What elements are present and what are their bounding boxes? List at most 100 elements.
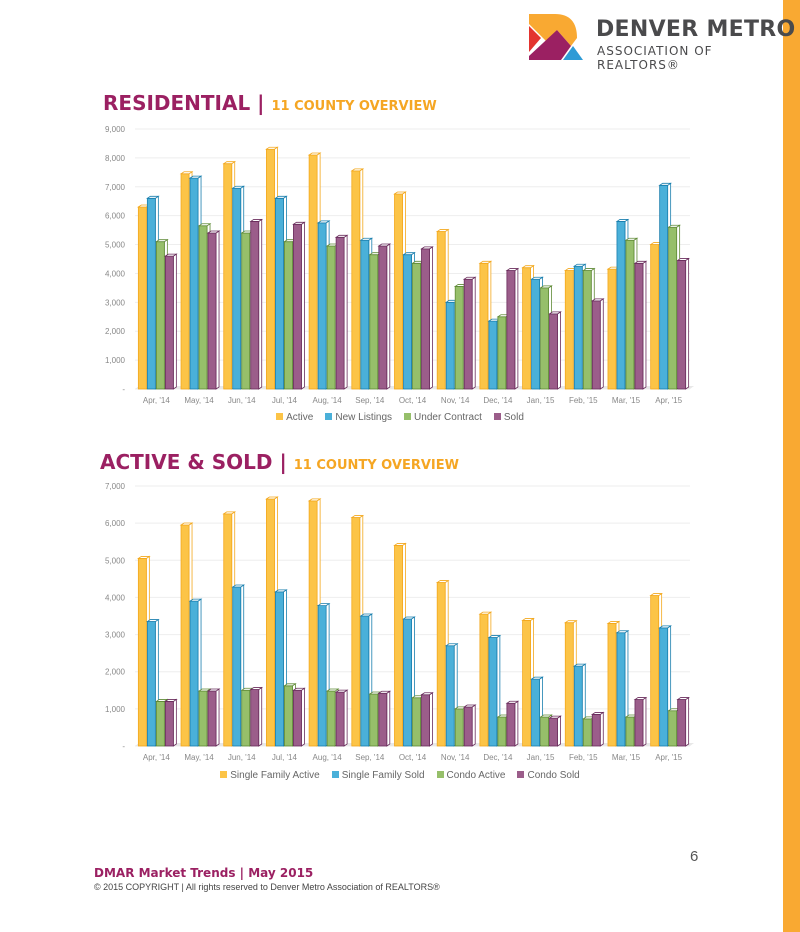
bar-front bbox=[421, 694, 430, 747]
legend-label: Active bbox=[286, 412, 314, 423]
bar-front bbox=[207, 690, 217, 747]
bar-top bbox=[548, 311, 562, 315]
legend-item: Condo Sold bbox=[517, 770, 580, 781]
y-tick-label: 9,000 bbox=[105, 125, 126, 134]
active-sold-bar-chart: - 1,000 2,000 3,000 4,000 5,000 6,000 7,000 Apr,… bbox=[105, 482, 694, 762]
legend-swatch bbox=[220, 771, 228, 778]
bar-side bbox=[386, 243, 391, 390]
bar-front bbox=[564, 270, 574, 390]
bar-top bbox=[146, 195, 160, 199]
bar-top bbox=[179, 171, 194, 175]
bar-sold bbox=[206, 230, 221, 390]
bar-top bbox=[590, 298, 605, 302]
bar-top bbox=[197, 688, 212, 692]
bar-side bbox=[429, 246, 433, 390]
bar-top bbox=[137, 556, 151, 559]
bar-top bbox=[231, 185, 246, 189]
bar-top bbox=[444, 643, 459, 647]
bar-top bbox=[420, 246, 434, 250]
bar-condo-sold bbox=[292, 687, 306, 747]
bar-front bbox=[369, 693, 379, 747]
bar-front bbox=[369, 254, 379, 390]
x-tick-label: Jan, '15 bbox=[527, 753, 555, 762]
bar-front bbox=[223, 163, 233, 390]
bar-side bbox=[386, 690, 391, 747]
x-tick-label: Apr, '15 bbox=[655, 396, 682, 405]
bar-side bbox=[172, 253, 177, 390]
legend-label: Condo Active bbox=[446, 770, 506, 781]
bar-sold bbox=[462, 276, 477, 390]
bar-front bbox=[198, 690, 208, 747]
section-title-active-sold: ACTIVE & SOLD | 11 COUNTY OVERVIEW bbox=[100, 450, 459, 474]
bar-top bbox=[402, 616, 416, 620]
legend-label: Sold bbox=[503, 412, 524, 423]
x-tick-label: May, '14 bbox=[184, 396, 214, 405]
legend-swatch bbox=[517, 771, 525, 778]
bar-top bbox=[265, 496, 279, 500]
bar-top bbox=[478, 611, 493, 615]
bar-top bbox=[393, 543, 407, 546]
bar-sold bbox=[334, 234, 349, 390]
bar-front bbox=[506, 270, 516, 390]
y-tick-label: 5,000 bbox=[105, 556, 126, 565]
bar-front bbox=[146, 621, 156, 747]
y-tick-label: 3,000 bbox=[105, 631, 126, 640]
bar-front bbox=[454, 286, 464, 390]
bar-front bbox=[155, 241, 165, 390]
bar-top bbox=[521, 265, 535, 269]
bar-front bbox=[189, 600, 199, 747]
x-tick-label: Jun, '14 bbox=[228, 396, 256, 405]
bar-front bbox=[403, 618, 412, 747]
bar-top bbox=[249, 687, 264, 690]
x-tick-label: Dec, '14 bbox=[483, 396, 513, 405]
brand-name: DENVER METRO bbox=[596, 17, 796, 42]
bar-top bbox=[359, 237, 374, 241]
bar-front bbox=[250, 221, 260, 390]
dmar-logo-icon bbox=[529, 14, 583, 60]
bar-top bbox=[624, 237, 639, 241]
bar-top bbox=[274, 195, 288, 199]
bar-front bbox=[137, 558, 147, 747]
bar-front bbox=[308, 500, 318, 747]
legend-label: Single Family Active bbox=[230, 770, 320, 781]
bar-front bbox=[650, 595, 660, 747]
bar-top bbox=[590, 712, 605, 715]
bar-front bbox=[607, 623, 617, 747]
bar-front bbox=[335, 236, 345, 390]
bar-side bbox=[514, 267, 519, 390]
bar-front bbox=[155, 701, 165, 747]
bar-front bbox=[659, 627, 669, 747]
bar-front bbox=[668, 226, 678, 390]
bar-side bbox=[471, 704, 476, 747]
legend-item: Single Family Sold bbox=[331, 770, 425, 781]
bar-side bbox=[642, 696, 647, 747]
bar-top bbox=[325, 688, 340, 692]
bar-front bbox=[394, 545, 403, 747]
bar-front bbox=[522, 620, 531, 747]
bar-top bbox=[274, 589, 288, 593]
bar-front bbox=[591, 714, 601, 747]
x-tick-label: Aug, '14 bbox=[313, 396, 343, 405]
bar-top bbox=[521, 618, 535, 621]
x-tick-label: Nov, '14 bbox=[441, 753, 470, 762]
bar-front bbox=[335, 691, 345, 747]
bar-front bbox=[591, 300, 601, 390]
footer-title: DMAR Market Trends | May 2015 bbox=[94, 866, 314, 880]
orange-side-strip bbox=[783, 0, 800, 932]
bar-front bbox=[634, 699, 644, 747]
y-tick-label: 6,000 bbox=[105, 519, 126, 528]
bar-front bbox=[284, 241, 293, 390]
bar-top bbox=[505, 268, 520, 271]
bar-front bbox=[241, 689, 251, 747]
bar-top bbox=[505, 700, 520, 704]
y-tick-label: 4,000 bbox=[105, 593, 126, 602]
bar-front bbox=[445, 645, 455, 747]
bar-front bbox=[403, 254, 412, 390]
x-tick-label: Dec, '14 bbox=[483, 753, 513, 762]
bar-front bbox=[317, 605, 327, 747]
bar-top bbox=[530, 276, 544, 280]
x-tick-label: Mar, '15 bbox=[612, 396, 641, 405]
bar-top bbox=[435, 229, 450, 232]
bar-side bbox=[301, 687, 305, 747]
